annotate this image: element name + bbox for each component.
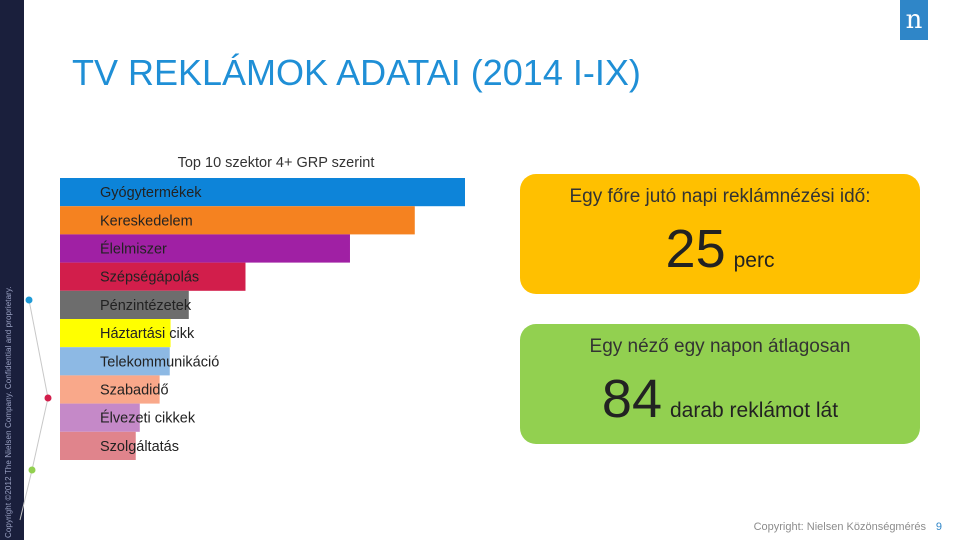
bar xyxy=(60,290,189,319)
bar xyxy=(60,206,415,235)
chart-title: Top 10 szektor 4+ GRP szerint xyxy=(178,155,375,171)
bar xyxy=(60,178,465,207)
bar-label: Élvezeti cikkek xyxy=(100,410,196,427)
ads-per-viewer-label: Egy néző egy napon átlagosan xyxy=(589,336,851,357)
bar-label: Gyógytermékek xyxy=(100,185,202,201)
bar xyxy=(60,347,170,376)
decorative-dot xyxy=(28,466,36,474)
bar-label: Szabadidő xyxy=(100,383,169,399)
daily-viewing-time-unit: perc xyxy=(733,249,775,272)
bar-label: Telekommunikáció xyxy=(100,354,219,370)
daily-viewing-time-value: 25 xyxy=(665,219,726,279)
bar-label: Élelmiszer xyxy=(100,241,167,258)
daily-viewing-time-box: Egy főre jutó napi reklámnézési idő: 25 p… xyxy=(520,174,920,294)
page-number: 9 xyxy=(935,521,942,533)
ads-per-viewer-value: 84 xyxy=(601,369,662,429)
bar-label: Szolgáltatás xyxy=(100,439,179,455)
ads-per-viewer-unit: darab reklámot lát xyxy=(669,399,839,422)
decorative-dot xyxy=(44,394,52,402)
decorative-line xyxy=(19,299,49,521)
bar-label: Pénzintézetek xyxy=(100,298,192,314)
footer-copyright: Copyright: Nielsen Közönségmérés xyxy=(753,521,926,533)
daily-viewing-time-label: Egy főre jutó napi reklámnézési idő: xyxy=(569,186,871,207)
bar xyxy=(60,375,160,404)
bar-label: Szépségápolás xyxy=(100,270,199,286)
bar-label: Kereskedelem xyxy=(100,213,193,229)
bar xyxy=(60,431,136,460)
bar xyxy=(60,403,140,432)
sidebar: Copyright ©2012 The Nielsen Company. Con… xyxy=(0,0,24,540)
ads-per-viewer-box: Egy néző egy napon átlagosan 84 darab rek… xyxy=(520,324,920,444)
bar xyxy=(60,262,246,291)
bar-label: Háztartási cikk xyxy=(100,326,195,342)
nielsen-logo: n xyxy=(900,0,928,40)
page-title: TV REKLÁMOK ADATAI (2014 I-IX) xyxy=(72,52,641,93)
decorative-dot xyxy=(25,296,33,304)
bar xyxy=(60,319,171,348)
bar xyxy=(60,234,350,263)
